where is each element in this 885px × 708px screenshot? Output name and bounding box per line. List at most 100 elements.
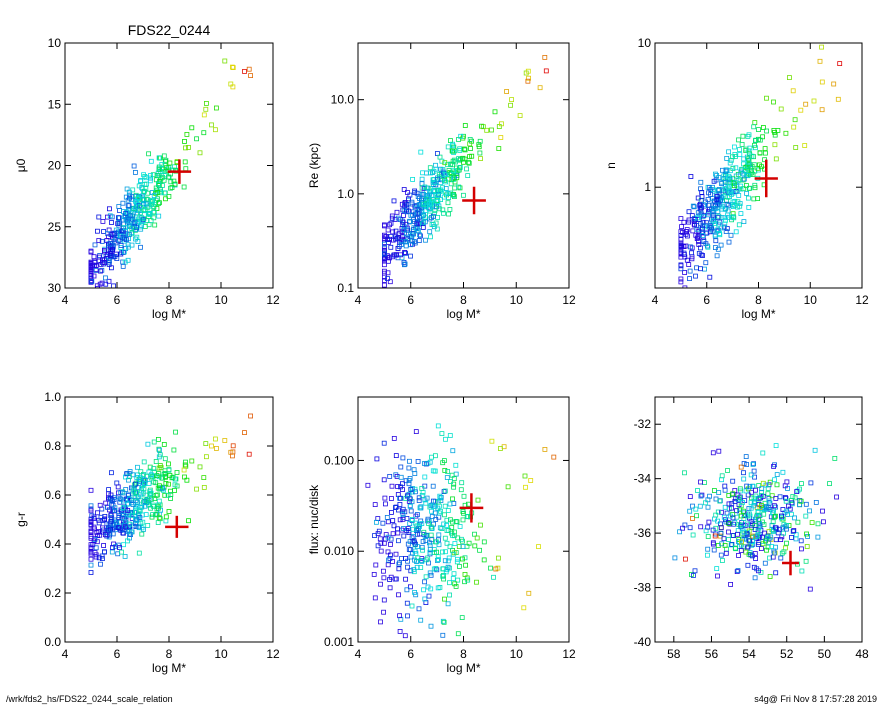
data-point xyxy=(784,479,790,485)
data-point xyxy=(134,474,140,480)
data-point xyxy=(711,541,716,547)
data-point xyxy=(718,525,724,531)
data-point xyxy=(756,127,761,132)
data-point xyxy=(692,217,698,223)
data-point xyxy=(168,492,174,497)
data-point xyxy=(746,204,752,210)
data-point xyxy=(402,633,408,639)
data-point xyxy=(723,517,728,523)
y-tick-label: -40 xyxy=(634,635,652,649)
x-tick-label: 12 xyxy=(562,647,576,661)
data-point xyxy=(106,491,111,497)
data-point xyxy=(748,167,754,173)
data-point xyxy=(741,529,747,535)
data-point xyxy=(726,173,732,179)
data-point xyxy=(738,464,744,470)
data-point xyxy=(381,223,387,229)
data-point xyxy=(791,124,797,130)
data-point xyxy=(746,148,752,154)
data-point xyxy=(127,531,132,537)
data-point xyxy=(89,513,95,519)
data-point xyxy=(390,531,396,537)
data-point xyxy=(414,564,420,570)
data-point xyxy=(155,190,161,195)
data-point xyxy=(779,513,785,519)
data-point xyxy=(738,211,744,217)
data-point xyxy=(126,477,131,483)
data-point xyxy=(96,555,102,561)
data-point xyxy=(694,513,699,519)
data-point xyxy=(409,499,415,505)
data-point xyxy=(737,201,743,206)
data-point xyxy=(411,538,417,544)
data-point xyxy=(751,162,757,168)
data-point xyxy=(417,217,423,223)
data-point xyxy=(713,245,718,251)
plot-frame xyxy=(654,396,863,643)
data-point xyxy=(420,539,426,544)
data-point xyxy=(123,474,128,480)
y-tick-label: -36 xyxy=(634,526,652,540)
data-point xyxy=(744,190,749,196)
data-point xyxy=(116,215,121,221)
data-point xyxy=(526,590,532,596)
data-point xyxy=(88,277,94,283)
panel-2: 4 6 8 10 12 0.1 1.0 10.0 log M* Re (kpc) xyxy=(307,42,576,321)
data-point xyxy=(88,487,94,493)
data-point xyxy=(127,195,132,201)
data-point xyxy=(739,539,744,545)
data-point xyxy=(103,532,108,538)
data-point xyxy=(148,158,154,164)
data-point xyxy=(405,613,410,619)
data-point xyxy=(436,206,442,212)
data-point xyxy=(143,512,149,517)
data-point xyxy=(89,290,93,294)
data-point xyxy=(108,518,114,524)
data-point xyxy=(381,268,387,274)
data-point xyxy=(95,228,100,234)
x-tick-label: 4 xyxy=(652,293,659,307)
data-point xyxy=(729,191,734,197)
data-point xyxy=(811,98,817,104)
data-point xyxy=(427,549,433,555)
data-point xyxy=(719,473,725,479)
data-point xyxy=(157,452,163,458)
data-point xyxy=(382,501,388,507)
data-point xyxy=(451,484,457,490)
data-point xyxy=(154,511,160,517)
data-point xyxy=(453,519,459,524)
data-point xyxy=(405,558,411,564)
data-point xyxy=(441,576,447,582)
data-point xyxy=(182,462,188,468)
data-point xyxy=(745,133,751,139)
data-point xyxy=(442,488,448,494)
data-point xyxy=(459,480,465,486)
data-point xyxy=(775,530,781,536)
data-point xyxy=(687,525,693,531)
data-point xyxy=(740,133,746,139)
data-point xyxy=(172,181,178,187)
data-point xyxy=(398,239,404,245)
x-tick-label: 10 xyxy=(214,647,228,661)
data-point xyxy=(155,505,161,511)
data-point xyxy=(392,252,398,258)
data-point xyxy=(381,241,387,247)
data-point xyxy=(725,194,731,200)
data-point xyxy=(798,107,804,113)
data-point xyxy=(391,435,397,441)
data-point xyxy=(712,232,718,238)
data-point xyxy=(440,632,446,638)
data-point xyxy=(398,236,404,242)
data-point xyxy=(766,498,772,504)
data-point xyxy=(222,438,228,443)
data-point xyxy=(381,258,387,264)
data-point xyxy=(472,531,477,537)
data-point xyxy=(417,505,423,511)
data-point xyxy=(717,219,723,225)
data-point xyxy=(373,519,379,525)
data-point xyxy=(414,512,420,517)
data-point xyxy=(203,106,209,112)
data-point xyxy=(116,220,122,226)
data-point xyxy=(120,200,126,206)
data-point xyxy=(197,464,203,470)
